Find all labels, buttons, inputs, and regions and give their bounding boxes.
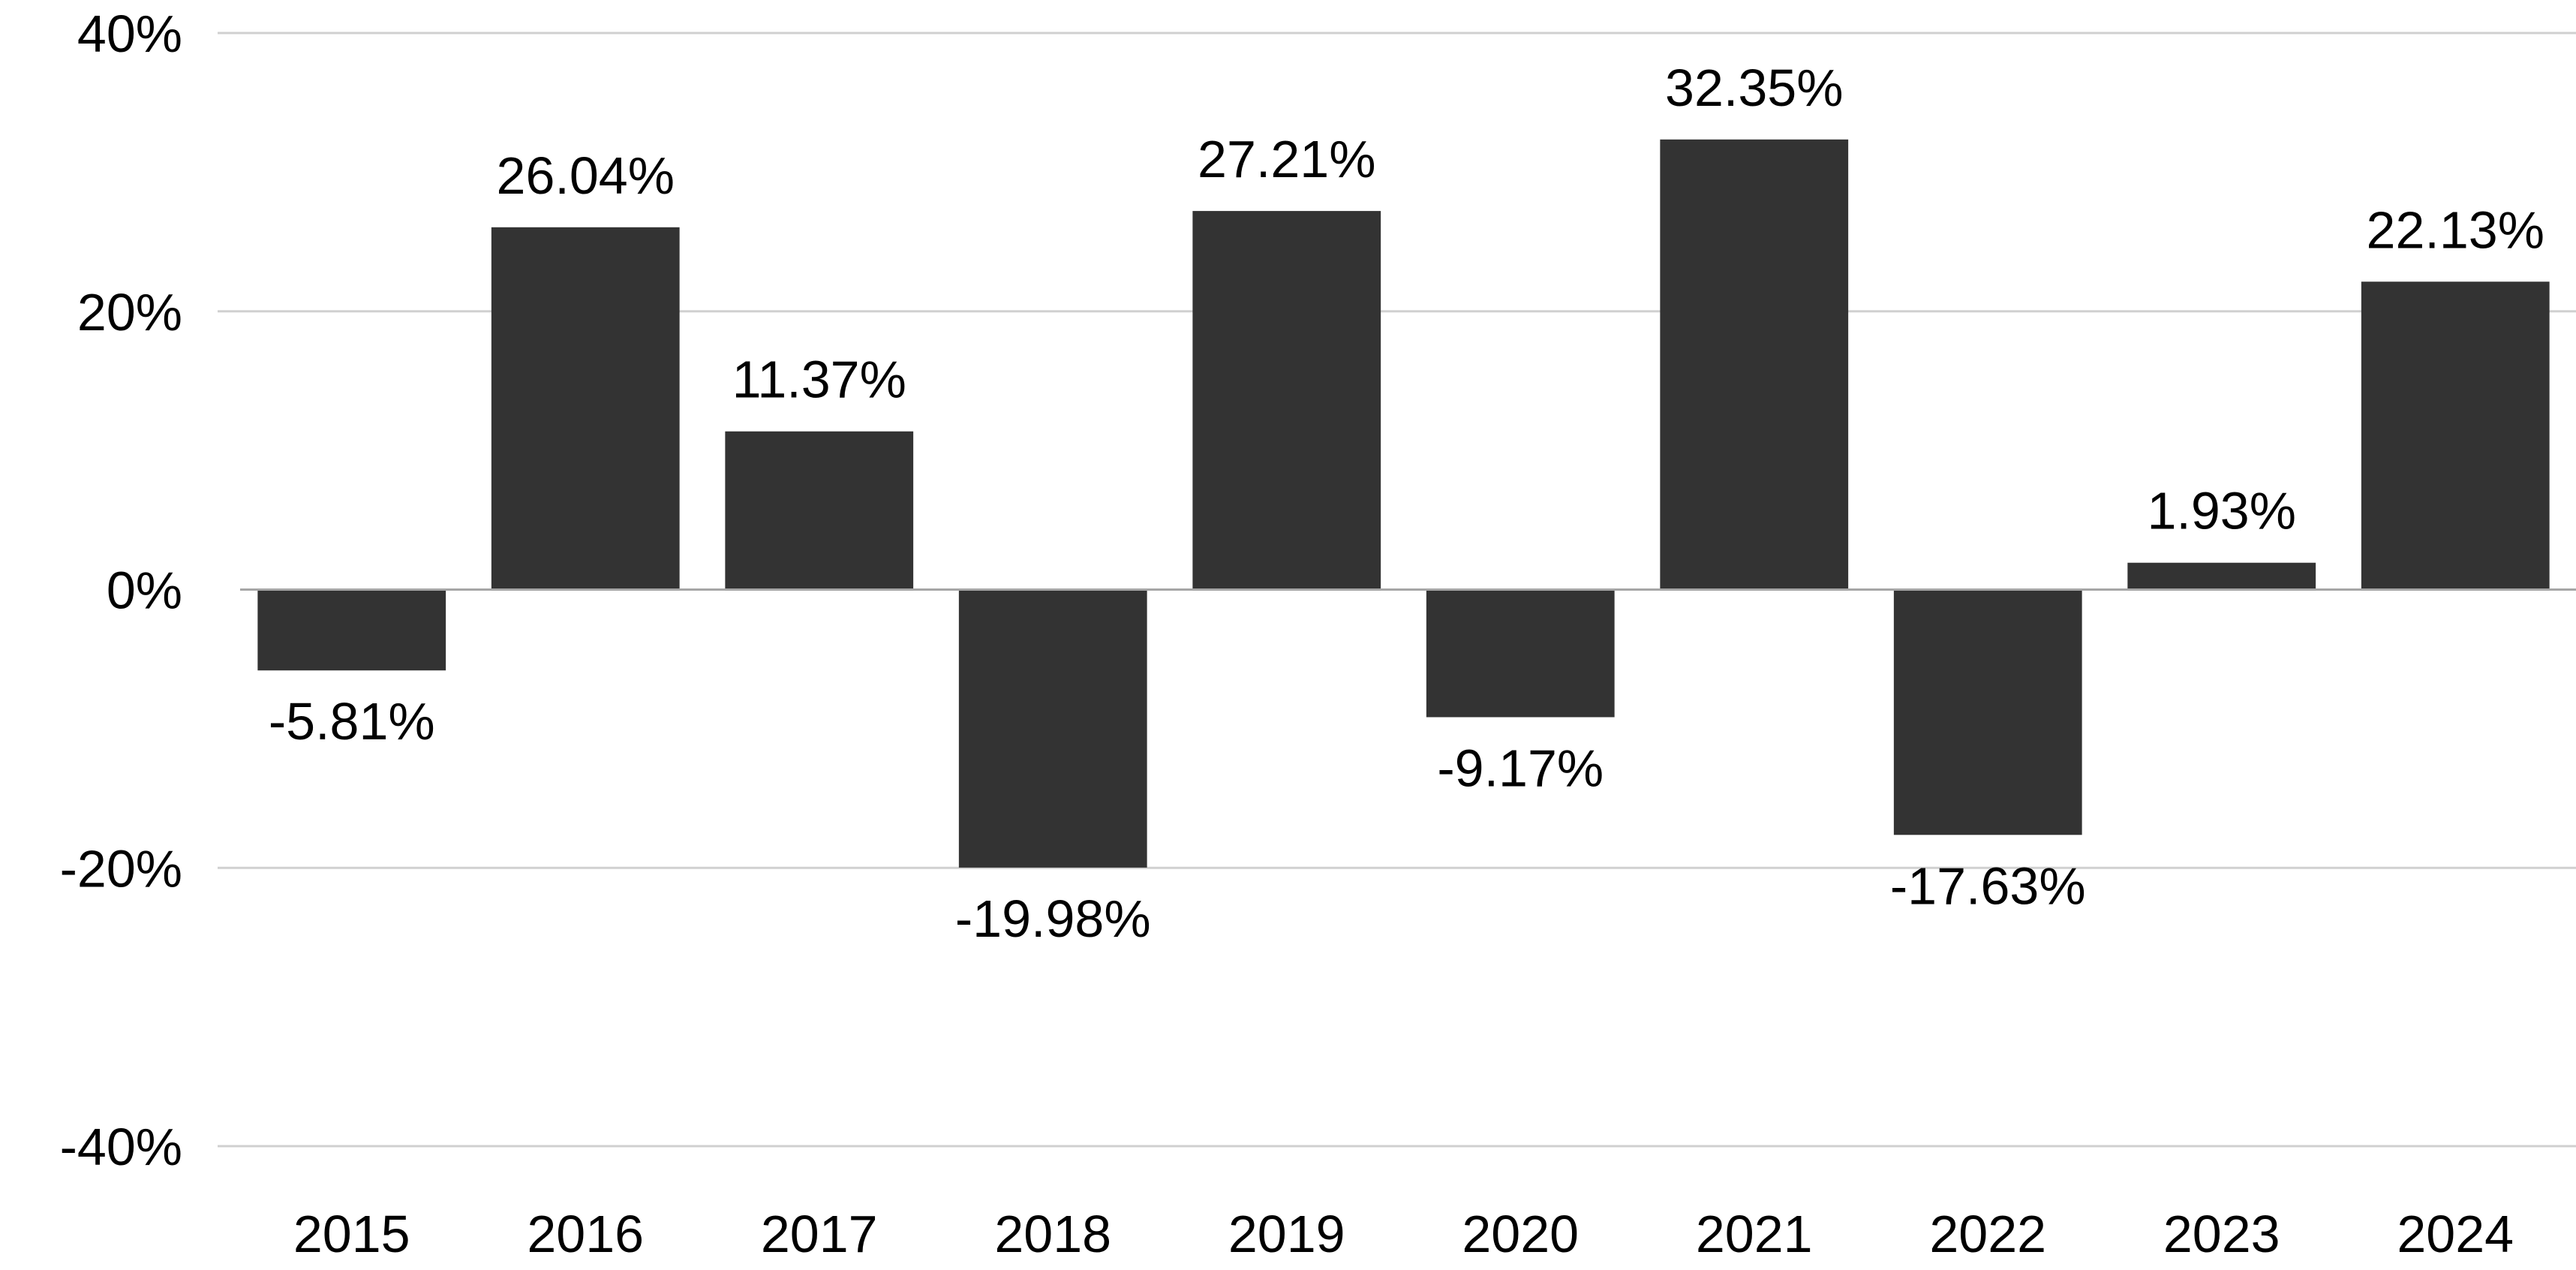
- y-tick-label: -20%: [60, 839, 182, 898]
- data-label-2015: -5.81%: [269, 692, 435, 751]
- x-axis-tick-labels: 2015 2016 2017 2018 2019 2020 2021 2022 2023 2024: [293, 1205, 2514, 1263]
- x-tick-label-2015: 2015: [293, 1205, 410, 1263]
- x-tick-label-2021: 2021: [1696, 1205, 1813, 1263]
- bar-2017: [725, 431, 914, 590]
- bar-data-labels: -5.81% 26.04% 11.37% -19.98% 27.21% -9.17% 32.…: [269, 59, 2544, 948]
- bar-2024: [2361, 281, 2550, 590]
- y-axis-tick-labels: 40% 20% 0% -20% -40%: [60, 5, 182, 1176]
- bar-2020: [1426, 589, 1615, 718]
- data-label-2019: 27.21%: [1198, 130, 1375, 188]
- bar-2015: [257, 589, 446, 671]
- data-label-2018: -19.98%: [955, 889, 1151, 948]
- bars: [257, 139, 2550, 868]
- y-tick-label: 40%: [77, 5, 182, 63]
- x-tick-label-2023: 2023: [2163, 1205, 2280, 1263]
- y-tick-label: -40%: [60, 1118, 182, 1176]
- data-label-2020: -9.17%: [1437, 739, 1604, 797]
- bar-2023: [2127, 562, 2316, 590]
- bar-2022: [1893, 589, 2082, 835]
- data-label-2024: 22.13%: [2367, 200, 2544, 259]
- data-label-2022: -17.63%: [1890, 856, 2086, 915]
- bar-2019: [1192, 211, 1381, 590]
- data-label-2017: 11.37%: [732, 351, 906, 409]
- bar-2021: [1660, 139, 1849, 590]
- data-label-2023: 1.93%: [2148, 482, 2296, 540]
- x-tick-label-2016: 2016: [527, 1205, 644, 1263]
- data-label-2021: 32.35%: [1665, 59, 1843, 117]
- data-label-2016: 26.04%: [497, 146, 675, 205]
- y-tick-label: 20%: [77, 283, 182, 342]
- x-tick-label-2017: 2017: [761, 1205, 878, 1263]
- x-tick-label-2022: 2022: [1929, 1205, 2046, 1263]
- bar-2016: [491, 227, 680, 590]
- y-tick-label: 0%: [107, 561, 182, 620]
- x-tick-label-2018: 2018: [994, 1205, 1111, 1263]
- bar-2018: [958, 589, 1147, 868]
- x-tick-label-2020: 2020: [1462, 1205, 1579, 1263]
- x-tick-label-2024: 2024: [2397, 1205, 2514, 1263]
- x-tick-label-2019: 2019: [1228, 1205, 1345, 1263]
